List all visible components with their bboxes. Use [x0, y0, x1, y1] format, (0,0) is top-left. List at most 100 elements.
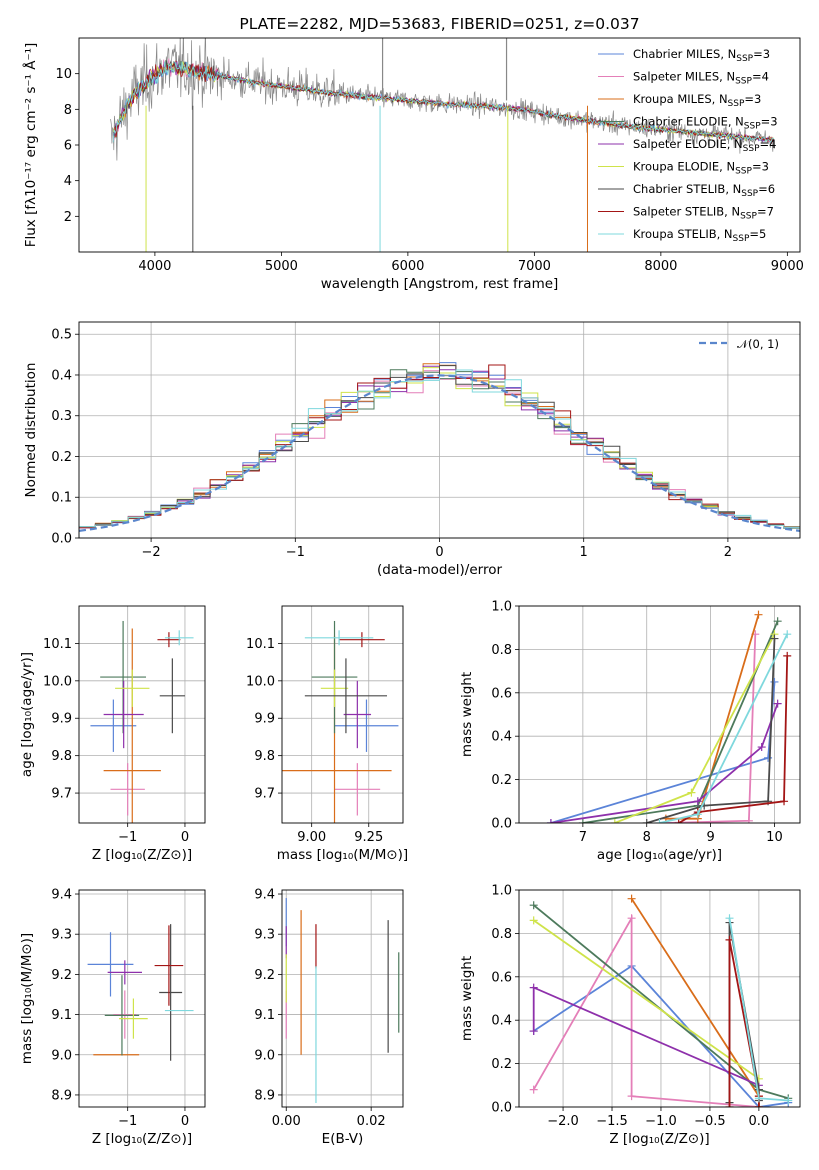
x-axis-label: mass [log₁₀(M/M⊙)]: [277, 847, 408, 863]
y-tick-label: 9.9: [254, 712, 275, 727]
errorbar-6: [119, 998, 148, 1039]
weight-marker: [642, 819, 651, 823]
weight-marker: [674, 819, 683, 823]
weight-line-5: [550, 703, 779, 823]
y-tick-label: 10: [55, 67, 72, 82]
legend-label-main: Kroupa STELIB, N: [633, 227, 733, 241]
y-tick-label: 10.1: [43, 637, 72, 652]
y-tick-label: 0.8: [491, 643, 512, 658]
errorbar-2: [110, 763, 145, 816]
x-tick-label: −0.5: [694, 1114, 726, 1129]
x-tick-label: 0: [435, 545, 443, 560]
x-tick-label: 9.00: [297, 830, 326, 845]
y-tick-label: 9.4: [51, 888, 72, 903]
axes-frame: [281, 889, 404, 1108]
errorbar-7: [159, 924, 183, 1061]
x-tick-label: −1.0: [645, 1114, 677, 1129]
y-tick-label: 9.4: [254, 888, 275, 903]
legend-label-main: Salpeter MILES, N: [633, 70, 735, 84]
x-tick-label: 8: [643, 830, 651, 845]
weight-marker: [770, 677, 779, 686]
axes-age-vs-mass: 9.00 9.25 9.7 9.8 9.9 10.0 10.1 mass [log₁₀(M/M…: [246, 605, 408, 863]
plot-area: [282, 620, 399, 823]
weight-marker: [754, 1094, 763, 1103]
legend-label-1: Chabrier MILES, NSSP=3: [633, 47, 770, 64]
errorbar-5: [107, 960, 142, 985]
axes-mass-weight-vs-age: 7 8 9 10 0.0 0.2 0.4 0.6 0.8 1.0 age [log₁₀(age/yr…: [459, 600, 801, 863]
weight-marker: [783, 630, 792, 639]
legend-label-tail: =6: [758, 182, 775, 196]
chart-title: PLATE=2282, MJD=53683, FIBERID=0251, z=0…: [239, 15, 639, 33]
weight-marker: [529, 983, 538, 992]
x-tick-label: 0.0: [749, 1114, 770, 1129]
x-tick-label: 7: [579, 830, 587, 845]
legend-label-sub: SSP: [740, 212, 757, 222]
weight-marker: [655, 819, 664, 823]
y-axis-label: mass weight: [459, 672, 475, 757]
legend-label-main: Salpeter STELIB, N: [633, 205, 740, 219]
y-tick-label: 9.1: [51, 1008, 72, 1023]
errorbar-6: [115, 669, 150, 708]
y-axis-label: Flux [fλ10⁻¹⁷ erg cm⁻² s⁻¹ Å⁻¹]: [22, 43, 39, 248]
y-tick-label: 9.0: [254, 1048, 275, 1063]
histogram-step-9: [79, 369, 800, 538]
plot-area: [285, 898, 400, 1103]
legend-label-sub: SSP: [741, 189, 758, 199]
legend-label-main: Kroupa MILES, N: [633, 92, 728, 106]
weight-marker: [744, 816, 753, 823]
y-tick-label: 8.9: [51, 1088, 72, 1103]
weight-line-5: [532, 986, 760, 1087]
legend-label-5: Salpeter ELODIE, NSSP=4: [633, 137, 776, 154]
legend-label-tail: =3: [761, 115, 778, 129]
weight-marker: [627, 1092, 636, 1101]
y-tick-label: 8: [64, 103, 72, 118]
normal-curve: [79, 374, 800, 532]
legend-label-3: Kroupa MILES, NSSP=3: [633, 92, 761, 109]
y-tick-label: 8.9: [254, 1088, 275, 1103]
errorbar-6: [320, 669, 349, 708]
legend-label-normal: 𝒩(0, 1): [737, 337, 779, 351]
y-tick-label: 0.3: [51, 409, 72, 424]
legend-label-8: Salpeter STELIB, NSSP=7: [633, 205, 774, 222]
errorbar-7: [304, 658, 388, 734]
errorbar-2: [334, 763, 381, 816]
weight-marker: [757, 743, 766, 752]
legend-label-tail: =4: [752, 70, 769, 84]
x-tick-label: −1: [118, 830, 137, 845]
x-tick-label: 6000: [391, 259, 424, 274]
errorbar-7: [159, 658, 185, 734]
x-tick-label: −1: [286, 545, 305, 560]
x-tick-label: 9: [706, 830, 714, 845]
weight-marker: [693, 797, 702, 806]
y-axis-label: age [log₁₀(age/yr)]: [19, 652, 35, 777]
x-axis-label: Z [log₁₀(Z/Z⊙)]: [609, 1131, 709, 1147]
legend-label-sub: SSP: [728, 99, 745, 109]
legend-label-4: Chabrier ELODIE, NSSP=3: [633, 115, 778, 132]
legend-label-sub: SSP: [743, 144, 760, 154]
y-tick-label: 10.1: [246, 637, 275, 652]
y-tick-label: 0.4: [491, 1014, 512, 1029]
legend-label-sub: SSP: [735, 167, 752, 177]
axes-spectrum: 4000 5000 6000 7000 8000 9000 2 4 6 8 10 wavelength…: [22, 15, 804, 292]
weight-line-8: [678, 655, 789, 823]
weight-line-8: [728, 939, 760, 1107]
plot-area: [87, 924, 194, 1061]
axes-frame: [281, 605, 404, 824]
legend-label-sub: SSP: [736, 54, 753, 64]
y-tick-label: 0.5: [51, 328, 72, 343]
y-tick-label: 9.2: [254, 968, 275, 983]
weight-line-6: [533, 919, 760, 1080]
errorbar-1: [90, 699, 137, 752]
axes-mass-vs-z: −1 0 8.9 9.0 9.1 9.2 9.3 9.4 Z [log₁₀(Z/Z⊙)] mass…: [19, 888, 206, 1147]
x-axis-label: Z [log₁₀(Z/Z⊙)]: [92, 847, 192, 863]
y-tick-label: 4: [64, 174, 72, 189]
y-tick-label: 0.0: [51, 532, 72, 547]
x-tick-label: −2: [142, 545, 161, 560]
weight-marker: [754, 610, 763, 619]
legend-label-9: Kroupa STELIB, NSSP=5: [633, 227, 766, 244]
legend-label-tail: =5: [749, 227, 766, 241]
x-axis-label: wavelength [Angstrom, rest frame]: [321, 276, 559, 292]
weight-marker: [780, 797, 789, 806]
weight-marker: [773, 617, 782, 626]
weight-marker: [725, 1103, 734, 1107]
